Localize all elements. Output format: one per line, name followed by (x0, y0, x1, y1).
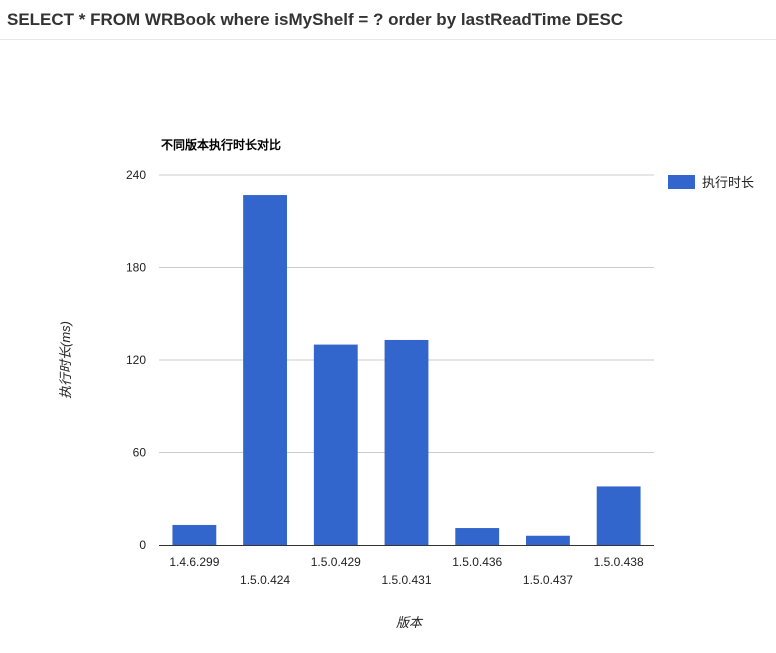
legend-label: 执行时长 (702, 175, 754, 190)
chart-title: 不同版本执行时长对比 (161, 137, 281, 152)
x-tick-label: 1.4.6.299 (169, 555, 219, 569)
bar (172, 524, 217, 545)
y-tick-label: 180 (126, 261, 146, 275)
bar (384, 339, 429, 545)
bar (243, 195, 287, 545)
y-axis-ticks: 0 60 120 180 240 (126, 168, 146, 552)
x-tick-label: 1.5.0.431 (381, 573, 431, 587)
x-tick-label: 1.5.0.438 (594, 555, 644, 569)
y-tick-label: 0 (139, 538, 146, 552)
legend-swatch (668, 175, 695, 189)
page-header: SELECT * FROM WRBook where isMyShelf = ?… (0, 0, 776, 40)
x-tick-label: 1.5.0.436 (452, 555, 502, 569)
bars (172, 195, 641, 545)
x-axis-title: 版本 (396, 615, 424, 630)
bar (313, 344, 358, 545)
bar (455, 528, 500, 545)
x-tick-label: 1.5.0.437 (523, 573, 573, 587)
page-title: SELECT * FROM WRBook where isMyShelf = ?… (7, 10, 624, 29)
x-tick-label: 1.5.0.424 (240, 573, 290, 587)
y-tick-label: 60 (133, 446, 147, 460)
y-axis-title: 执行时长(ms) (58, 321, 73, 399)
legend: 执行时长 (668, 175, 754, 190)
x-axis-ticks: 1.4.6.299 1.5.0.424 1.5.0.429 1.5.0.431 1.5.… (169, 555, 644, 587)
bar (526, 535, 570, 545)
y-tick-label: 240 (126, 168, 146, 182)
x-tick-label: 1.5.0.429 (311, 555, 361, 569)
y-tick-label: 120 (126, 353, 146, 367)
bar (596, 486, 641, 545)
